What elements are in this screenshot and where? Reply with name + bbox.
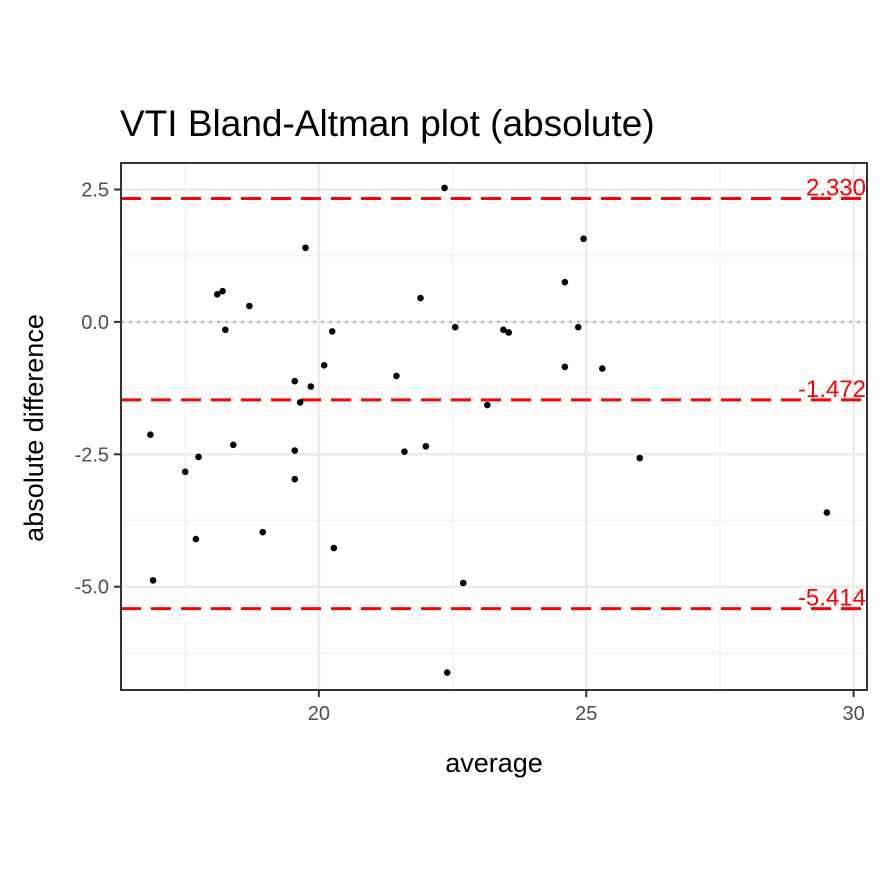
data-point-33 (574, 323, 582, 331)
data-point-13 (291, 475, 299, 483)
data-point-37 (823, 509, 831, 516)
y-axis-ticks: 2.5 0.0 -2.5 -5.0 (75, 179, 121, 599)
y-tick-label-1: 0.0 (81, 312, 109, 334)
data-point-29 (500, 326, 507, 334)
data-point-22 (417, 294, 424, 302)
data-point-27 (459, 579, 467, 587)
data-point-12 (291, 447, 299, 454)
data-point-8 (230, 441, 237, 449)
x-tick-label-2: 30 (843, 703, 865, 725)
data-point-2 (181, 468, 189, 476)
limit-line-label-1: -1.472 (798, 376, 866, 403)
data-point-10 (259, 528, 267, 536)
data-point-15 (302, 244, 309, 252)
data-point-1 (149, 577, 157, 584)
limit-line-label-0: 2.330 (806, 174, 866, 201)
data-point-17 (320, 362, 328, 369)
reference-lines (121, 196, 867, 611)
data-point-7 (221, 326, 229, 334)
y-tick-label-3: -5.0 (75, 577, 109, 599)
x-axis-ticks: 20 25 30 (308, 690, 865, 725)
data-point-23 (422, 443, 430, 450)
limit-line-label-2: -5.414 (798, 585, 866, 612)
data-point-0 (147, 431, 154, 439)
y-tick-label-0: 2.5 (81, 179, 109, 201)
data-point-11 (291, 377, 299, 385)
data-point-25 (443, 669, 451, 676)
data-point-16 (307, 383, 315, 390)
data-point-28 (484, 401, 491, 409)
data-points (147, 184, 831, 676)
data-point-21 (401, 448, 408, 455)
major-gridlines (121, 163, 867, 690)
data-point-3 (192, 535, 200, 543)
data-point-26 (451, 323, 459, 331)
chart-title: VTI Bland-Altman plot (absolute) (120, 103, 655, 144)
data-point-6 (219, 287, 226, 295)
data-point-24 (441, 184, 448, 192)
data-point-32 (561, 363, 569, 371)
x-axis-title: average (445, 748, 543, 778)
minor-gridlines (121, 163, 867, 690)
x-tick-label-0: 20 (308, 703, 330, 725)
data-point-14 (296, 399, 304, 406)
panel-border (120, 162, 868, 691)
y-axis-title: absolute difference (19, 314, 49, 542)
x-tick-label-1: 25 (575, 703, 597, 725)
data-point-30 (505, 329, 513, 336)
data-point-31 (561, 278, 569, 286)
data-point-5 (213, 291, 221, 298)
data-point-34 (580, 235, 587, 243)
data-point-9 (246, 302, 253, 310)
data-point-36 (636, 454, 644, 462)
data-point-35 (598, 365, 606, 372)
y-tick-label-2: -2.5 (75, 444, 109, 466)
reference-line-labels: 2.330 -1.472 -5.414 (798, 174, 866, 611)
data-point-18 (328, 328, 336, 335)
data-point-4 (195, 453, 202, 461)
data-point-19 (330, 544, 338, 552)
data-point-20 (393, 372, 400, 380)
